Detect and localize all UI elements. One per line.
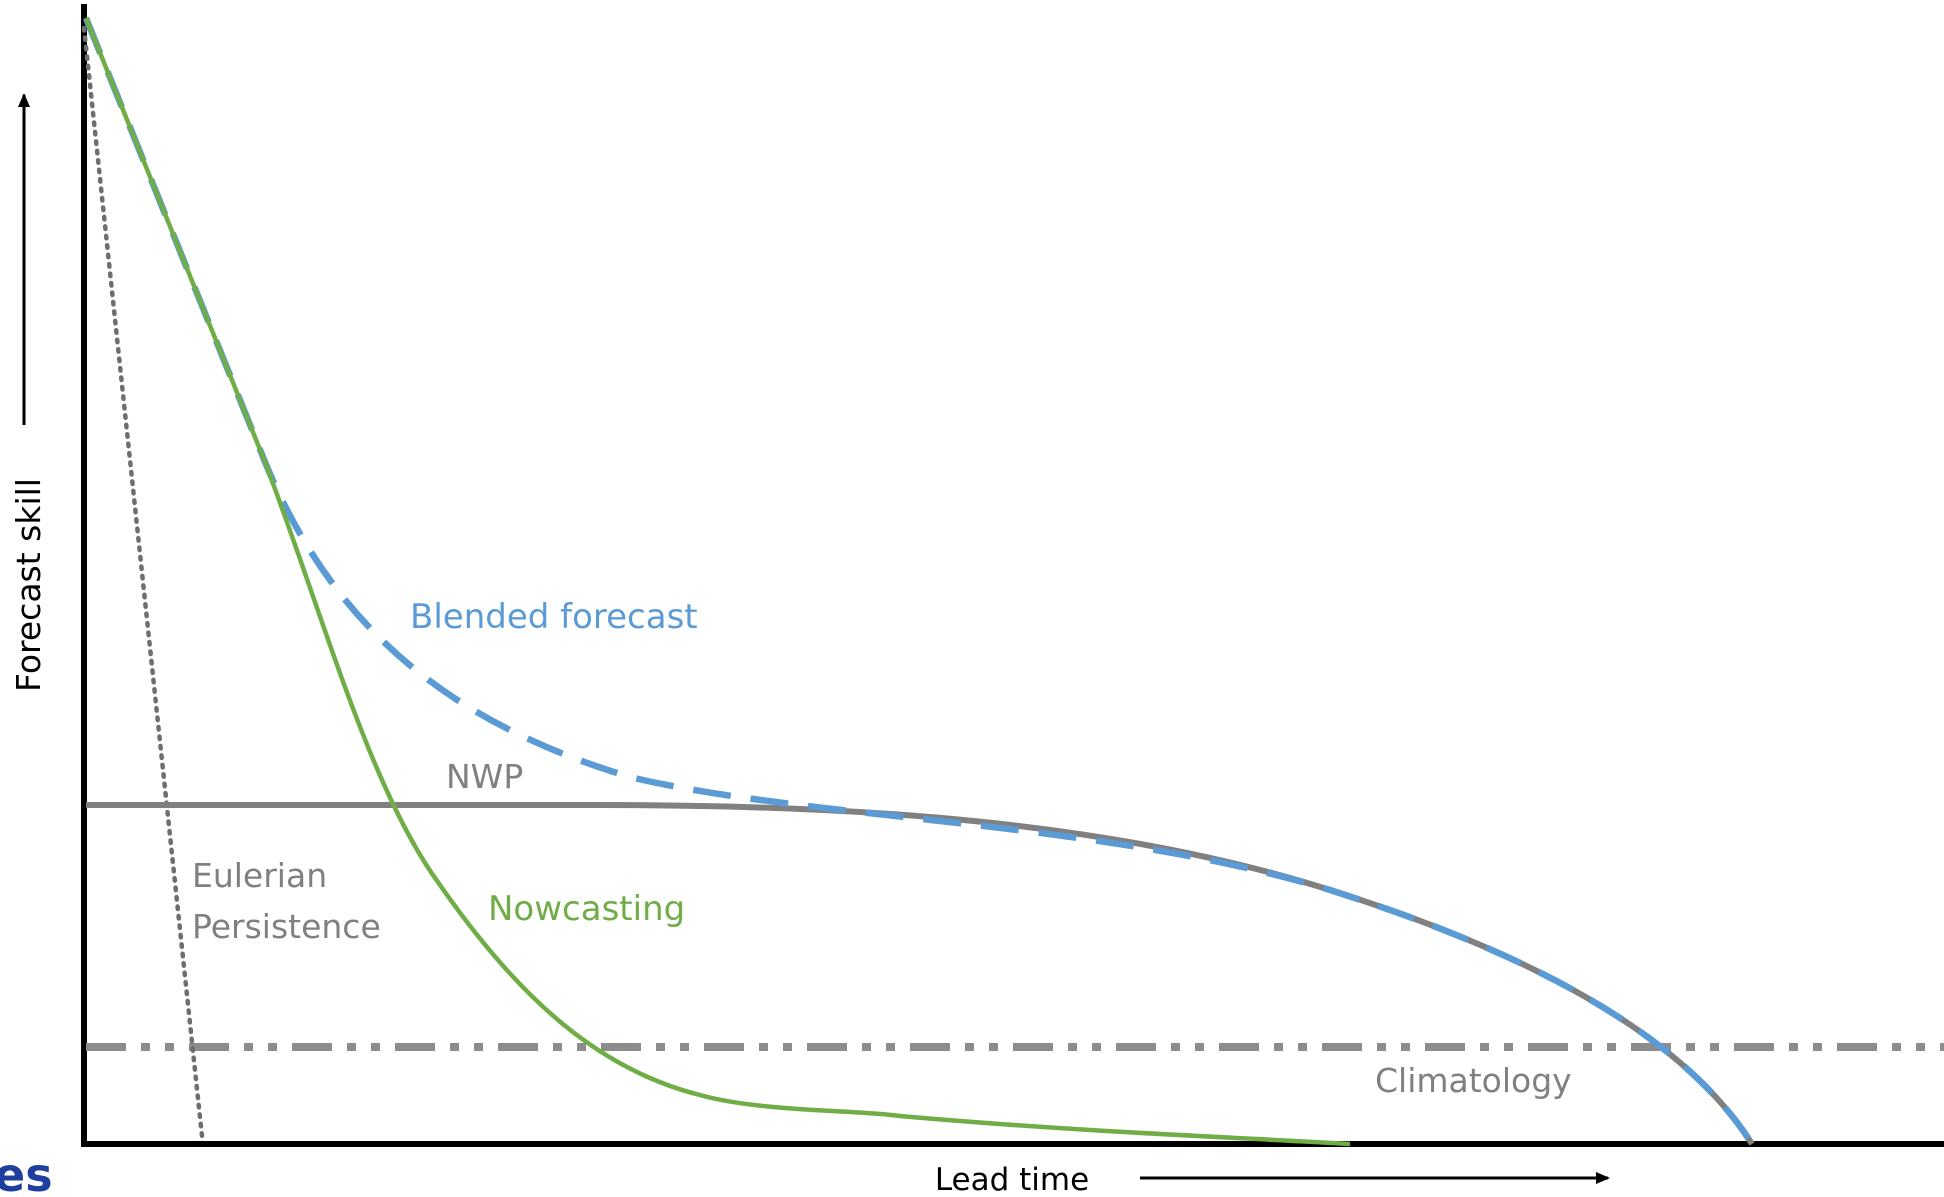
label-nowcasting: Nowcasting xyxy=(488,889,685,929)
x-axis-label: Lead time xyxy=(935,1162,1089,1197)
label-persistence: Persistence xyxy=(192,907,381,946)
cropped-corner-text: es xyxy=(0,1148,53,1197)
series-eulerian-persistence-line xyxy=(81,25,205,1139)
label-nwp: NWP xyxy=(446,757,523,796)
label-climatology: Climatology xyxy=(1375,1061,1572,1100)
label-blended-forecast: Blended forecast xyxy=(410,597,698,637)
series-nowcasting-line xyxy=(83,17,1351,1147)
series-blended-forecast-line xyxy=(82,16,1755,1146)
y-axis-label: Forecast skill xyxy=(9,478,48,692)
label-eulerian: Eulerian xyxy=(192,856,327,895)
